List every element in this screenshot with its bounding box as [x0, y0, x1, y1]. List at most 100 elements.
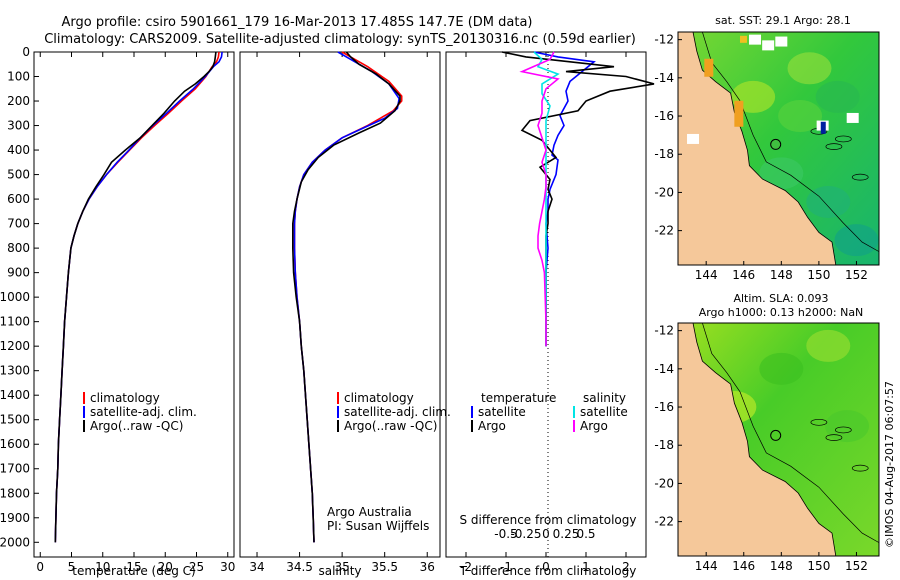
y-tick-label: 1700	[0, 462, 30, 476]
map-frame	[677, 31, 880, 266]
x2-tick-label: 0.5	[576, 527, 595, 541]
reef-outline	[825, 434, 843, 441]
reef-outline	[825, 143, 843, 150]
legend-argo-label: Argo(..raw -QC)	[344, 419, 437, 433]
ocean-patch	[787, 52, 832, 85]
legend-salinity-title: salinity	[583, 391, 626, 405]
warm-cell	[734, 100, 744, 127]
x2-tick-label: 0.25	[553, 527, 580, 541]
shelf-contour	[702, 323, 879, 543]
temperature-legend: climatology satellite-adj. clim. Argo(..…	[83, 391, 197, 433]
map-y-tick-label: -18	[654, 147, 674, 161]
y-tick-label: 1900	[0, 511, 30, 525]
diff-line-sal_argo	[519, 51, 560, 347]
map-x-tick-label: 148	[770, 268, 793, 282]
y-tick-label: 0	[22, 45, 30, 59]
difference-series	[501, 51, 655, 347]
map-y-tick-label: -14	[654, 71, 674, 85]
x-tick-label: 36	[420, 560, 435, 574]
diff-line-sal_satellite	[533, 51, 560, 347]
series-line-argo	[292, 51, 401, 543]
map-x-tick-label: 152	[845, 559, 868, 573]
map-frame	[677, 322, 880, 557]
salinity-xlabel: salinity	[318, 564, 361, 578]
ocean-patch	[815, 80, 860, 113]
reef-outline	[834, 135, 852, 143]
y-tick-label: 1600	[0, 437, 30, 451]
diff-line-satellite	[533, 51, 596, 347]
map-x-tick-label: 152	[845, 268, 868, 282]
y-tick-label: 1000	[0, 290, 30, 304]
cloud-gap	[687, 133, 700, 144]
land	[678, 323, 837, 556]
x2-tick-label: -0.25	[510, 527, 541, 541]
sst-map: 144 146 148 150 152 -12 -14 -16 -18 -20 -22	[654, 31, 880, 282]
map-content	[678, 323, 879, 556]
x-tick-label: 34.5	[286, 560, 313, 574]
argo-position-marker	[770, 429, 782, 441]
x-tick-label: 20	[158, 560, 173, 574]
y-tick-label: 1100	[0, 315, 30, 329]
y-tick-label: 700	[7, 217, 30, 231]
map-y-tick-label: -22	[654, 515, 674, 529]
legend-temp-argo-label: Argo	[478, 419, 506, 433]
map-x-tick-label: 150	[807, 559, 830, 573]
series-line-climatology	[54, 51, 220, 543]
y-tick-label: 300	[7, 119, 30, 133]
temperature-y-ticks: 0 100 200 300 400 500 600 700 800 900 1000 1100 1200…	[0, 45, 39, 549]
legend-temp-satellite-label: satellite	[478, 405, 526, 419]
temperature-panel: 0 5 10 15 20 25 30 0 100 200 300 400 500 600 700 800 90…	[0, 45, 235, 578]
map-x-tick-label: 150	[807, 268, 830, 282]
y-tick-label: 1800	[0, 486, 30, 500]
ocean-patch	[806, 185, 851, 218]
y-tick-label: 1200	[0, 339, 30, 353]
salinity-axes-frame	[239, 51, 441, 558]
x-tick-label: -2	[460, 560, 472, 574]
y-tick-label: 2000	[0, 535, 30, 549]
x-tick-label: -1	[500, 560, 512, 574]
diff-line-argo	[501, 51, 655, 347]
y-tick-label: 1300	[0, 364, 30, 378]
salinity-x-ticks: 34 34.5 35 35.5 36	[249, 52, 435, 574]
cloud-gap	[749, 34, 762, 45]
map-x-tick-label: 146	[732, 268, 755, 282]
map-y-tick-label: -16	[654, 400, 674, 414]
y-tick-label: 900	[7, 266, 30, 280]
map-y-tick-label: -14	[654, 362, 674, 376]
temperature-xlabel: temperature (deg C)	[72, 564, 195, 578]
x-tick-label: 35	[334, 560, 349, 574]
x-tick-label: 0	[542, 560, 550, 574]
reef-outline	[810, 418, 828, 426]
ocean-patch	[825, 410, 870, 443]
difference-panel: -2 -1 0 1 2 S difference from climatology -0…	[445, 51, 655, 578]
y-tick-label: 1400	[0, 388, 30, 402]
y-tick-label: 400	[7, 143, 30, 157]
legend-sal-satellite-label: satellite	[580, 405, 628, 419]
credits-line1: Argo Australia	[327, 505, 412, 519]
legend-satellite-label: satellite-adj. clim.	[344, 405, 451, 419]
x-tick-label: 30	[220, 560, 235, 574]
map-y-tick-label: -20	[654, 476, 674, 490]
map-bottom-title1: Altim. SLA: 0.093	[733, 292, 828, 305]
x-tick-label: 10	[95, 560, 110, 574]
y-tick-label: 600	[7, 192, 30, 206]
cloud-gap	[762, 40, 775, 51]
warm-cell	[739, 35, 747, 43]
salinity-panel: 34 34.5 35 35.5 36 salinity climatology sate…	[239, 51, 451, 578]
map-y-tick-label: -18	[654, 438, 674, 452]
shelf-contour	[702, 32, 879, 252]
temperature-series	[54, 51, 223, 543]
map-bottom-title2: Argo h1000: 0.13 h2000: NaN	[699, 306, 864, 319]
x-tick-label: 1	[582, 560, 590, 574]
x-tick-label: 15	[126, 560, 141, 574]
warm-cell	[704, 58, 714, 77]
legend-climatology-label: climatology	[90, 391, 160, 405]
sla-map: 144 146 148 150 152 -12 -14 -16 -18 -20 -22	[654, 322, 880, 573]
reef-outline	[834, 426, 852, 434]
map-x-tick-label: 144	[695, 559, 718, 573]
x2-tick-label: -0.5	[494, 527, 517, 541]
argo-position-marker	[770, 138, 782, 150]
ocean-patch	[759, 352, 804, 385]
legend-temperature-title: temperature	[481, 391, 556, 405]
map-y-tick-label: -16	[654, 109, 674, 123]
